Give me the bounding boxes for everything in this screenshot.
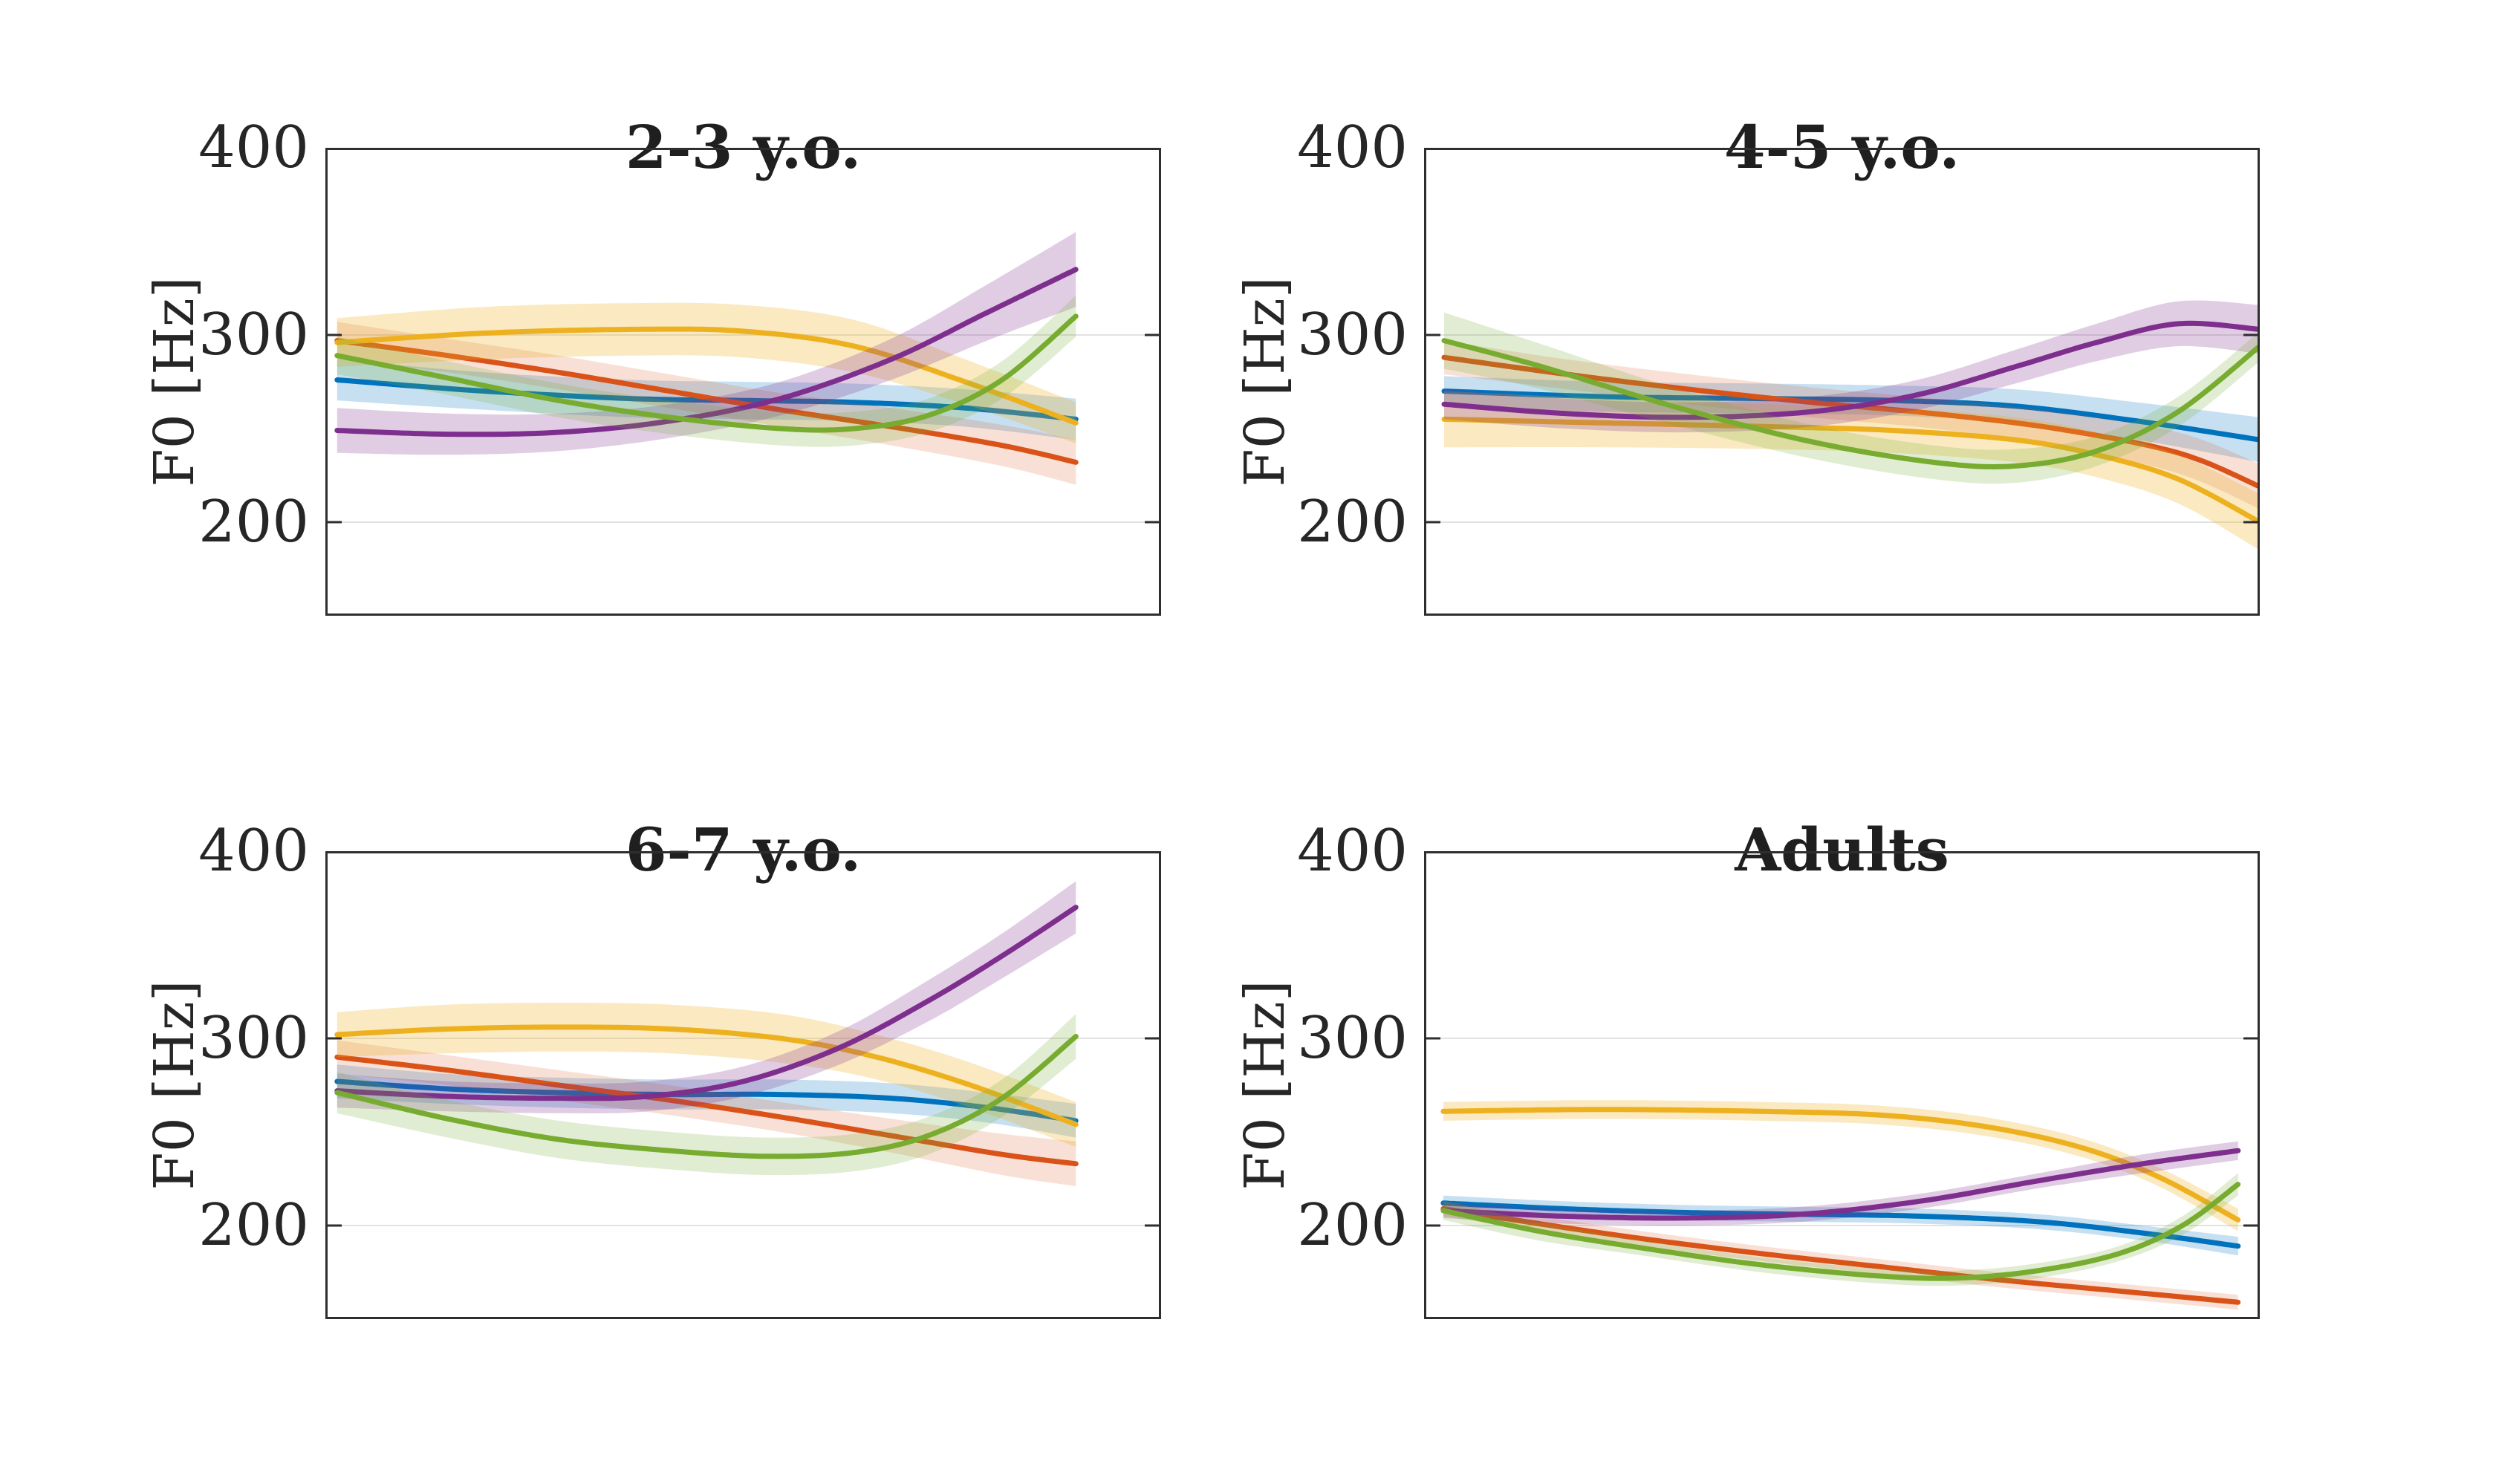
- plot-area-adults: [1424, 851, 2260, 1319]
- y-tick-400: 400: [198, 114, 309, 181]
- plot-area-4-5-yo: [1424, 148, 2260, 616]
- y-tick-200: 200: [198, 1192, 309, 1259]
- y-tick-400: 400: [198, 818, 309, 885]
- y-tick-200: 200: [198, 489, 309, 556]
- y-tick-300: 300: [1297, 1005, 1408, 1072]
- y-tick-200: 200: [1297, 1192, 1408, 1259]
- y-tick-400: 400: [1297, 818, 1408, 885]
- y-tick-300: 300: [1297, 302, 1408, 368]
- y-tick-400: 400: [1297, 114, 1408, 181]
- panel-title-adults: Adults: [1735, 815, 1949, 885]
- y-tick-300: 300: [198, 1005, 309, 1072]
- panel-title-4-5-yo: 4-5 y.o.: [1723, 112, 1960, 183]
- plot-area-6-7-yo: [325, 851, 1161, 1319]
- y-tick-200: 200: [1297, 489, 1408, 556]
- y-tick-300: 300: [198, 302, 309, 368]
- panel-title-2-3-yo: 2-3 y.o.: [625, 112, 862, 183]
- panel-title-6-7-yo: 6-7 y.o.: [625, 815, 862, 885]
- plot-area-2-3-yo: [325, 148, 1161, 616]
